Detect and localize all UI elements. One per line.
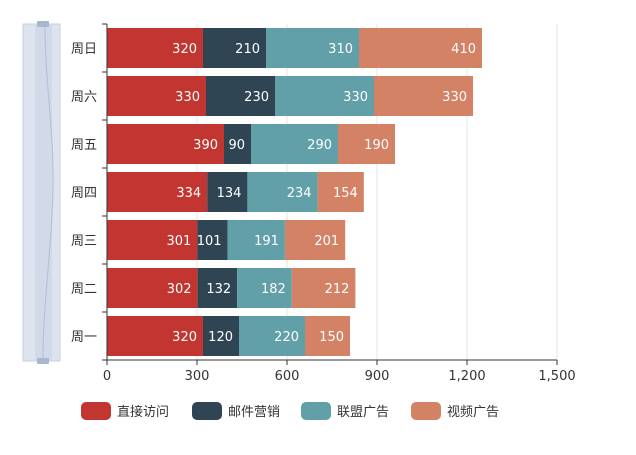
legend: 直接访问 邮件营销 联盟广告 视频广告	[81, 402, 499, 420]
legend-label: 邮件营销	[228, 405, 280, 420]
bar-data-label: 120	[208, 330, 233, 345]
legend-swatch	[411, 402, 441, 420]
bar-data-label: 320	[172, 330, 197, 345]
bar-segment	[107, 124, 224, 164]
datazoom-slider[interactable]	[22, 21, 61, 364]
bar-segment	[107, 172, 208, 212]
bar-data-label: 191	[254, 234, 279, 249]
bar-data-label: 302	[167, 282, 192, 297]
legend-swatch	[192, 402, 222, 420]
bar-segment	[227, 220, 285, 260]
bar-segment	[107, 28, 203, 68]
bar-data-label: 90	[228, 138, 245, 153]
datazoom-preview-line	[42, 25, 54, 360]
legend-label: 视频广告	[447, 405, 499, 420]
bar-segment	[207, 172, 248, 212]
bar-data-label: 212	[325, 282, 350, 297]
bar-data-label: 150	[319, 330, 344, 345]
bar-data-label: 410	[451, 42, 476, 57]
y-tick-label: 周六	[71, 90, 97, 105]
bar-data-label: 234	[287, 186, 312, 201]
bar-segment	[374, 76, 473, 116]
legend-label: 直接访问	[117, 404, 169, 420]
bar-data-label: 310	[328, 42, 353, 57]
bar-data-label: 101	[197, 234, 222, 249]
bar-data-label: 220	[274, 330, 299, 345]
bar-segment	[107, 316, 203, 356]
y-tick-label: 周一	[71, 330, 97, 345]
bar-data-label: 290	[307, 138, 332, 153]
x-tick-label: 900	[365, 369, 390, 384]
bar-segment	[317, 172, 364, 212]
y-tick-label: 周五	[71, 138, 97, 153]
legend-swatch	[81, 402, 111, 420]
legend-swatch	[301, 402, 331, 420]
bar-segment	[247, 172, 318, 212]
legend-item[interactable]: 联盟广告	[301, 402, 389, 420]
bar-segment	[251, 124, 338, 164]
x-tick-label: 300	[185, 369, 210, 384]
bar-segment	[305, 316, 350, 356]
axes: 周一 周二 周三 周四 周五 周六 周日 0 300 600 900 1,200 1,500	[71, 23, 576, 384]
legend-label: 联盟广告	[337, 405, 389, 420]
y-tick-label: 周四	[71, 186, 97, 201]
y-tick-label: 周日	[71, 42, 97, 57]
bar-data-label: 330	[343, 90, 368, 105]
bar-data-label: 320	[172, 42, 197, 57]
x-tick-label: 1,500	[538, 369, 575, 384]
bar-data-label: 190	[364, 138, 389, 153]
bar-data-label: 390	[193, 138, 218, 153]
bar-segment	[359, 28, 482, 68]
bar-data-label: 334	[176, 186, 201, 201]
x-tick-label: 1,200	[448, 369, 485, 384]
datazoom-bottom-handle[interactable]	[37, 358, 49, 364]
bar-segment	[275, 76, 374, 116]
bar-segment	[107, 76, 206, 116]
legend-item[interactable]: 视频广告	[411, 402, 499, 420]
bar-segment	[203, 28, 266, 68]
y-tick-label: 周三	[71, 234, 97, 249]
bar-segment	[224, 124, 251, 164]
bar-segment	[203, 316, 239, 356]
legend-item[interactable]: 直接访问	[81, 402, 169, 420]
bar-segment	[206, 76, 275, 116]
bar-data-label: 330	[442, 90, 467, 105]
x-tick-label: 0	[103, 369, 111, 384]
bar-segment	[107, 268, 198, 308]
bar-data-label: 134	[217, 186, 242, 201]
bar-data-label: 230	[244, 90, 269, 105]
bars-group: 320 120 220 150 302 132 182 212 301 101 191 201 334 1…	[107, 28, 482, 356]
x-tick-label: 600	[275, 369, 300, 384]
bar-segment	[284, 220, 346, 260]
bar-data-label: 182	[261, 282, 286, 297]
bar-data-label: 201	[314, 234, 339, 249]
datazoom-top-handle[interactable]	[37, 21, 49, 27]
bar-segment	[197, 220, 228, 260]
y-tick-label: 周二	[71, 282, 97, 297]
datazoom-window[interactable]	[35, 24, 52, 361]
bar-segment	[197, 268, 238, 308]
bar-data-label: 330	[175, 90, 200, 105]
bar-data-label: 154	[333, 186, 358, 201]
legend-item[interactable]: 邮件营销	[192, 402, 280, 420]
bar-segment	[239, 316, 305, 356]
bar-data-label: 210	[235, 42, 260, 57]
bar-segment	[266, 28, 359, 68]
bar-data-label: 301	[166, 234, 191, 249]
bar-segment	[237, 268, 292, 308]
bar-data-label: 132	[206, 282, 231, 297]
bar-segment	[107, 220, 198, 260]
bar-segment	[338, 124, 395, 164]
bar-segment	[291, 268, 356, 308]
